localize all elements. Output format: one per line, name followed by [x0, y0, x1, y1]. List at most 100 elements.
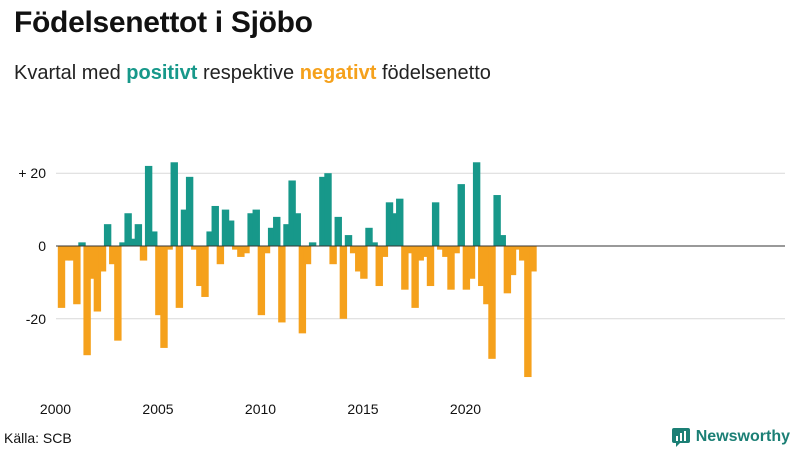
bar	[385, 202, 394, 246]
bar	[426, 246, 435, 287]
bar	[185, 176, 194, 246]
bar	[503, 246, 512, 294]
bar	[93, 246, 102, 312]
subtitle-prefix: Kvartal med	[14, 62, 121, 84]
x-tick-label: 2015	[347, 401, 378, 417]
y-tick-label: -20	[26, 311, 46, 327]
bar	[508, 246, 517, 276]
bar	[170, 162, 178, 246]
bar	[457, 184, 465, 246]
brand-logo: Newsworthy	[671, 427, 790, 447]
bar	[267, 227, 276, 246]
bar	[329, 246, 337, 265]
subtitle-positive: positivt	[126, 62, 198, 84]
bar	[396, 198, 404, 246]
subtitle-negative: negativt	[299, 62, 377, 84]
bar	[380, 246, 389, 257]
bar	[472, 162, 481, 246]
bar	[242, 246, 250, 254]
bar	[411, 246, 419, 308]
bar	[416, 246, 424, 261]
bar	[103, 224, 112, 246]
bar	[488, 246, 496, 359]
bar	[232, 246, 240, 250]
bar	[319, 176, 327, 246]
bar	[355, 246, 363, 272]
bar	[201, 246, 209, 297]
bar	[247, 213, 255, 246]
x-tick-label: 2000	[40, 401, 71, 417]
bar	[175, 246, 184, 308]
bar	[160, 246, 168, 348]
bar	[180, 209, 189, 246]
bar	[288, 180, 296, 246]
bar	[298, 246, 307, 334]
bar	[257, 246, 266, 316]
bar	[155, 246, 163, 316]
bar	[98, 246, 107, 272]
bar	[119, 242, 127, 246]
y-tick-label: 0	[38, 238, 46, 254]
bar	[334, 216, 342, 246]
bar	[68, 246, 76, 261]
page-title: Födelsenettot i Sjöbo	[14, 6, 313, 39]
bar	[431, 202, 440, 246]
bar	[109, 246, 117, 265]
bar	[375, 246, 383, 287]
bar	[483, 246, 491, 305]
source-label: Källa: SCB	[4, 430, 72, 446]
bar	[529, 246, 537, 272]
bar	[390, 213, 399, 246]
bar	[283, 224, 291, 246]
x-tick-label: 2010	[245, 401, 276, 417]
bar	[344, 235, 353, 246]
bar	[144, 165, 153, 246]
bar	[365, 227, 373, 246]
bar	[211, 205, 219, 246]
bar	[360, 246, 368, 279]
subtitle-suffix: födelsenetto	[381, 62, 491, 84]
bar	[437, 246, 445, 250]
x-tick-label: 2005	[142, 401, 173, 417]
bar	[401, 246, 409, 290]
bar	[442, 246, 450, 257]
bar	[78, 242, 86, 246]
bar	[150, 231, 158, 246]
bar	[519, 246, 527, 261]
bar	[462, 246, 471, 290]
x-tick-label: 2020	[450, 401, 481, 417]
bar	[308, 242, 317, 246]
bar	[493, 195, 501, 246]
bar	[165, 246, 173, 250]
bar	[73, 246, 81, 305]
bar	[114, 246, 122, 341]
bar	[452, 246, 460, 254]
bar	[129, 238, 137, 246]
bar	[447, 246, 455, 290]
bar	[406, 246, 414, 254]
brand-name: Newsworthy	[695, 428, 790, 445]
bar	[237, 246, 245, 257]
bar	[83, 246, 91, 356]
bar	[221, 209, 230, 246]
bar	[303, 246, 312, 265]
bar	[467, 246, 476, 279]
chart-subtitle: Kvartal med positivt respektive negativt…	[14, 62, 491, 85]
bar	[134, 224, 143, 246]
bar	[339, 246, 348, 319]
bar	[293, 213, 301, 246]
bar	[216, 246, 225, 265]
bar	[62, 246, 71, 261]
bar	[513, 246, 522, 250]
bar	[370, 242, 378, 246]
bar	[478, 246, 486, 287]
bar	[191, 246, 199, 250]
bar	[196, 246, 204, 287]
bar	[278, 246, 286, 323]
bar	[273, 216, 281, 246]
bar	[206, 231, 214, 246]
y-tick-label: + 20	[18, 165, 46, 181]
bar	[324, 173, 332, 246]
bar	[139, 246, 148, 261]
